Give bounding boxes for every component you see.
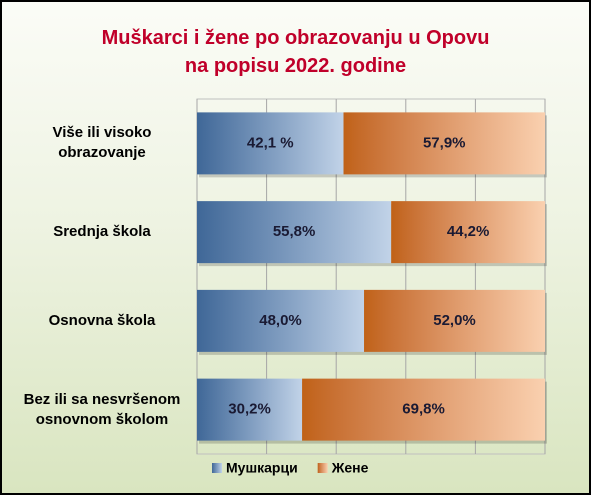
bar bbox=[391, 201, 545, 264]
legend-label: Жене bbox=[331, 460, 369, 476]
data-label: 57,9% bbox=[423, 134, 466, 151]
y-tick-label: Više ili visoko obrazovanje bbox=[52, 124, 152, 162]
data-label: 48,0% bbox=[259, 312, 302, 329]
legend-swatch bbox=[317, 463, 328, 473]
data-label: 69,8% bbox=[402, 401, 445, 418]
bar bbox=[197, 201, 392, 264]
data-label: 52,0% bbox=[433, 312, 476, 329]
data-label: 30,2% bbox=[228, 401, 271, 418]
bar bbox=[197, 378, 303, 441]
data-label: 44,2% bbox=[447, 223, 490, 240]
legend-swatch bbox=[212, 463, 222, 473]
bar bbox=[364, 289, 545, 352]
bar bbox=[343, 112, 545, 175]
legend-label: Мушкарци bbox=[226, 460, 298, 476]
y-tick-label: Bez ili sa nesvršenom osnovnom školom bbox=[23, 390, 181, 428]
bar bbox=[197, 112, 344, 175]
data-label: 42,1 % bbox=[247, 134, 294, 151]
bar bbox=[302, 378, 545, 441]
bar bbox=[197, 289, 365, 352]
y-tick-label: Osnovna škola bbox=[48, 311, 156, 329]
chart-title: Muškarci i žene po obrazovanju u Opovu n… bbox=[101, 27, 490, 77]
data-label: 55,8% bbox=[273, 223, 316, 240]
y-tick-label: Srednja škola bbox=[53, 223, 151, 241]
